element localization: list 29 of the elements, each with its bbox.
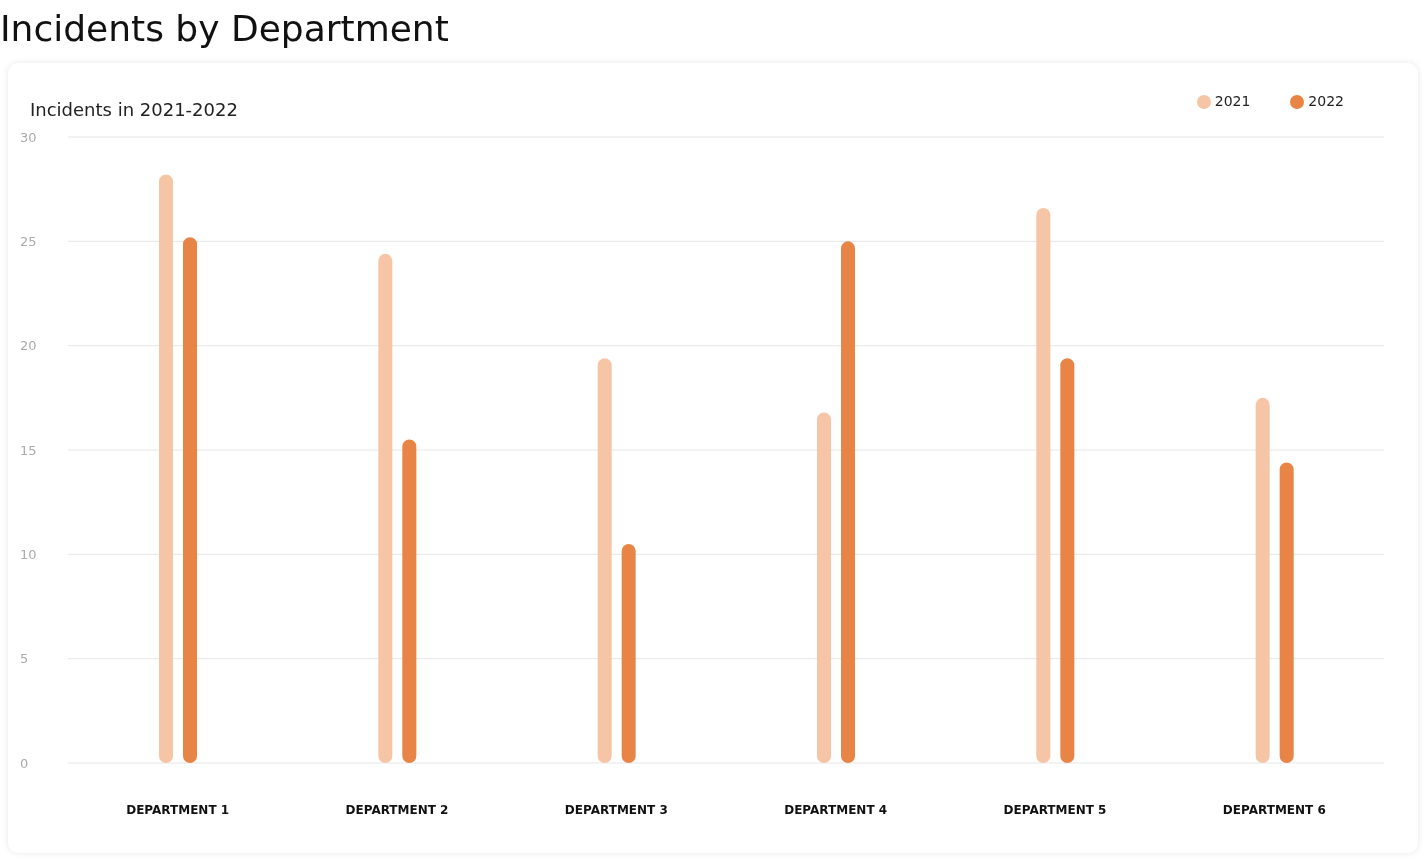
bar — [183, 237, 197, 763]
x-tick-label: DEPARTMENT 3 — [564, 802, 668, 817]
x-tick-label: DEPARTMENT 6 — [1222, 802, 1326, 817]
y-tick-label: 0 — [20, 755, 29, 771]
bar — [841, 241, 855, 763]
chart-subtitle: Incidents in 2021-2022 — [30, 99, 238, 120]
y-tick-label: 25 — [20, 233, 37, 249]
bar — [1036, 207, 1051, 763]
bar — [1279, 462, 1294, 763]
bar — [378, 253, 393, 763]
x-tick-label: DEPARTMENT 5 — [1003, 802, 1107, 817]
x-tick-label: DEPARTMENT 1 — [126, 802, 230, 817]
bar — [1255, 397, 1270, 763]
y-tick-label: 10 — [20, 546, 37, 562]
bar — [817, 412, 831, 763]
chart-title: Incidents by Department — [0, 8, 450, 49]
bar — [597, 358, 612, 763]
legend-label: 2022 — [1308, 93, 1344, 109]
bar — [159, 174, 173, 763]
y-tick-label: 5 — [20, 651, 29, 667]
bar — [621, 543, 636, 763]
x-tick-label: DEPARTMENT 2 — [345, 802, 449, 817]
y-tick-label: 15 — [20, 442, 37, 458]
x-tick-label: DEPARTMENT 4 — [784, 802, 888, 817]
bar — [402, 439, 417, 763]
bar — [1060, 358, 1075, 763]
legend-label: 2021 — [1214, 93, 1251, 109]
y-tick-label: 20 — [20, 338, 37, 354]
y-tick-label: 30 — [20, 129, 37, 145]
